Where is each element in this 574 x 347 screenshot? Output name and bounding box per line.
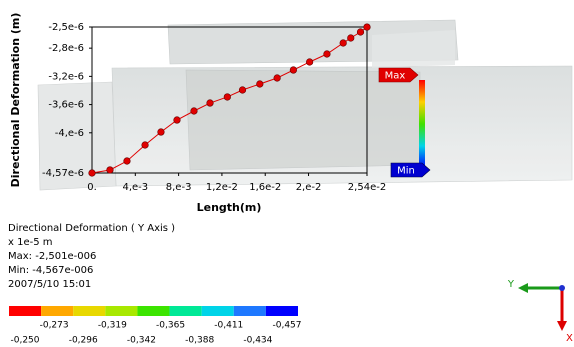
legend-swatch (202, 306, 234, 316)
triad: Y X (507, 279, 573, 344)
result-min: Min: -4,567e-006 (8, 265, 93, 276)
legend-label: -0,434 (243, 336, 272, 346)
model (38, 20, 572, 190)
legend-label: -0,273 (40, 321, 69, 331)
legend-swatch (234, 306, 266, 316)
info: Directional Deformation ( Y Axis ) x 1e-… (8, 223, 175, 290)
x-tick-label: 2,54e-2 (348, 182, 386, 193)
legend-label: -0,342 (127, 336, 156, 346)
legend-swatch (73, 306, 105, 316)
x-tick-label: 1,2e-2 (206, 182, 238, 193)
data-point (142, 142, 149, 149)
legend-swatch (105, 306, 137, 316)
legend-label: -0,296 (69, 336, 98, 346)
y-axis-title: Directional Deformation (m) (9, 13, 22, 188)
x-tick-label: 4,e-3 (122, 182, 148, 193)
x-tick-label: 8,e-3 (166, 182, 192, 193)
legend-label: -0,250 (10, 336, 39, 346)
triad-x: X (566, 333, 573, 344)
legend-label: -0,457 (272, 321, 301, 331)
legend-swatch (137, 306, 169, 316)
legend-swatch (41, 306, 73, 316)
min-label: Min (397, 166, 415, 177)
result-scale: x 1e-5 m (8, 237, 53, 248)
legend-swatch (266, 306, 298, 316)
data-point (174, 117, 181, 124)
triad-y: Y (507, 279, 515, 290)
data-point (191, 108, 198, 115)
legend-label: -0,365 (156, 321, 185, 331)
data-point (124, 158, 131, 165)
y-tick-label: -2,5e-6 (48, 22, 84, 33)
data-point (347, 35, 354, 42)
y-tick-label: -2,8e-6 (48, 43, 84, 54)
screen: Max Min Directional Deformation (m) Leng… (0, 0, 574, 347)
result-date: 2007/5/10 15:01 (8, 279, 91, 290)
data-point (290, 67, 297, 74)
data-point (107, 167, 114, 174)
max-marker: Max (379, 68, 418, 82)
y-tick-label: -4,e-6 (55, 128, 84, 139)
data-point (306, 59, 313, 66)
result-max: Max: -2,501e-006 (8, 251, 96, 262)
x-axis-title: Length(m) (197, 201, 262, 214)
data-point (257, 81, 264, 88)
legend-label: -0,411 (214, 321, 243, 331)
y-tick-label: -3,6e-6 (48, 100, 84, 111)
max-label: Max (385, 71, 406, 82)
data-point (239, 87, 246, 94)
x-tick-label: 1,6e-2 (249, 182, 281, 193)
data-point (274, 75, 281, 82)
legend-swatch (170, 306, 202, 316)
data-point (364, 24, 371, 31)
data-point (357, 29, 364, 36)
y-tick-label: -4,57e-6 (42, 168, 84, 179)
legend-label: -0,319 (98, 321, 127, 331)
legend-swatch (9, 306, 41, 316)
legend-label: -0,388 (185, 336, 214, 346)
x-tick-label: 0. (87, 182, 97, 193)
data-point (340, 40, 347, 47)
data-point (158, 129, 165, 136)
min-marker: Min (391, 163, 430, 177)
data-point (324, 51, 331, 58)
y-tick-label: -3,2e-6 (48, 71, 84, 82)
data-point (207, 100, 214, 107)
color-legend: -0,250-0,273-0,296-0,319-0,342-0,365-0,3… (9, 306, 302, 346)
data-point (89, 170, 96, 177)
x-tick-label: 2,e-2 (296, 182, 322, 193)
result-title: Directional Deformation ( Y Axis ) (8, 223, 175, 234)
data-point (224, 94, 231, 101)
